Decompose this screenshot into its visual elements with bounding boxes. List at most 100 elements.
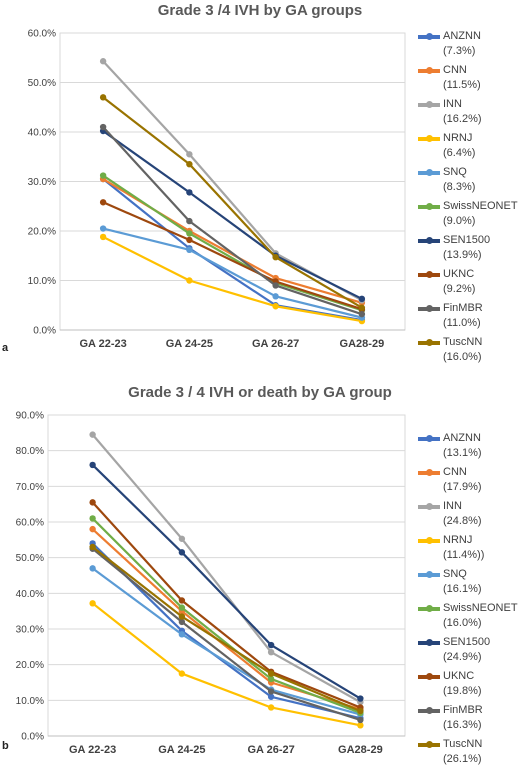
y-tick-label: 20.0% <box>16 660 44 671</box>
legend-item-nrnj: NRNJ (6.4%) <box>418 132 518 166</box>
legend-item-uknc: UKNC (19.8%) <box>418 670 518 704</box>
data-point-tuscnn <box>357 707 364 715</box>
legend-swatch <box>418 237 440 244</box>
legend-percent: (24.9%) <box>443 651 482 663</box>
series-line-snq <box>102 227 363 319</box>
legend-percent: (16.1%) <box>443 583 482 595</box>
legend-item-anznn: ANZNN (7.3%) <box>418 30 518 64</box>
series-line-snq <box>91 567 361 716</box>
legend-label: FinMBR <box>443 704 483 716</box>
legend-item-inn: INN (24.8%) <box>418 500 518 534</box>
legend-percent: (11.0%) <box>443 317 481 329</box>
legend-item-sen1500: SEN1500 (24.9%) <box>418 636 518 670</box>
legend-item-inn: INN (16.2%) <box>418 98 518 132</box>
legend-label: SNQ <box>443 568 467 580</box>
x-tick-label: GA 24-25 <box>166 338 213 350</box>
chart-panel-a: Grade 3 /4 IVH by GA groups 0.0% 10.0% 20.… <box>0 0 520 370</box>
legend-swatch <box>418 169 440 176</box>
series-line-uknc <box>91 501 361 709</box>
legend-swatch <box>418 639 440 646</box>
legend-item-swissneonet: SwissNEONET (16.0%) <box>418 602 518 636</box>
legend-swatch <box>418 707 440 714</box>
y-tick-label: 0.0% <box>21 732 44 743</box>
legend-percent: (9.0%) <box>443 215 476 227</box>
legend-percent: (8.3%) <box>443 181 476 193</box>
data-point-uknc <box>89 499 96 506</box>
data-point-sen1500 <box>186 189 193 196</box>
data-point-snq <box>99 225 107 232</box>
data-point-finmbr <box>267 688 275 695</box>
series-line-inn <box>102 60 363 302</box>
legend-label: SwissNEONET <box>443 200 518 212</box>
legend-percent: (24.8%) <box>443 515 482 527</box>
legend-swatch <box>418 67 440 74</box>
legend-swatch <box>418 135 440 142</box>
legend-swatch <box>418 271 440 278</box>
legend-swatch <box>418 339 440 346</box>
y-tick-label: 60.0% <box>16 518 44 529</box>
line-chart-a: 0.0% 10.0% 20.0% 30.0% 40.0% 50.0% 60.0% GA 22-… <box>28 29 406 350</box>
y-tick-label: 50.0% <box>28 78 56 89</box>
data-point-finmbr <box>99 123 107 131</box>
data-point-nrnj <box>178 670 186 677</box>
x-tick-label: GA 22-23 <box>69 744 116 756</box>
legend-label: SEN1500 <box>443 636 491 648</box>
data-point-nrnj <box>186 277 193 284</box>
legend-label: ANZNN <box>443 432 481 444</box>
chart-title-b: Grade 3 / 4 IVH or death by GA group <box>128 384 392 401</box>
data-point-tuscnn <box>272 254 279 261</box>
x-tick-label: GA 26-27 <box>247 744 294 756</box>
series-line-swissneonet <box>91 517 361 714</box>
legend-label: FinMBR <box>443 302 483 314</box>
panel-label-a: a <box>2 342 9 354</box>
y-tick-label: 10.0% <box>28 276 56 287</box>
data-point-sen1500 <box>267 641 275 649</box>
y-tick-label: 20.0% <box>28 227 56 238</box>
data-point-tuscnn <box>186 160 193 168</box>
legend-percent: (16.2%) <box>443 113 482 125</box>
x-tick-label: GA 26-27 <box>252 338 299 350</box>
data-point-snq <box>186 246 193 254</box>
data-point-tuscnn <box>99 94 107 101</box>
legend-swatch <box>418 503 440 510</box>
data-point-sen1500 <box>178 549 186 556</box>
data-point-nrnj <box>99 233 107 241</box>
data-point-inn <box>99 58 107 65</box>
data-point-snq <box>272 293 279 300</box>
legend-b: ANZNN (13.1%) CNN (17.9%) INN (24.8%) NRNJ (11.… <box>418 432 518 772</box>
legend-percent: (7.3%) <box>443 45 476 57</box>
data-point-inn <box>89 431 96 438</box>
line-chart-b: 0.0% 10.0% 20.0% 30.0% 40.0% 50.0% 60.0% 70.0% 8… <box>16 411 406 756</box>
legend-label: SwissNEONET <box>443 602 518 614</box>
y-tick-label: 60.0% <box>28 29 56 40</box>
data-point-swissneonet <box>89 515 96 522</box>
series-line-nrnj <box>102 235 363 323</box>
legend-swatch <box>418 571 440 578</box>
legend-swatch <box>418 203 440 210</box>
x-tick-label: GA 24-25 <box>158 744 205 756</box>
legend-swatch <box>418 435 440 442</box>
x-tick-label: GA 22-23 <box>79 338 126 350</box>
data-point-uknc <box>99 199 107 206</box>
data-point-inn <box>178 535 186 542</box>
chart-panel-b: Grade 3 / 4 IVH or death by GA group 0.0… <box>0 382 520 765</box>
legend-swatch <box>418 469 440 476</box>
y-tick-label: 40.0% <box>28 128 56 139</box>
legend-percent: (16.0%) <box>443 351 482 363</box>
legend-percent: (13.9%) <box>443 249 482 261</box>
data-point-uknc <box>186 236 193 244</box>
legend-percent: (9.2%) <box>443 283 476 295</box>
legend-item-finmbr: FinMBR (16.3%) <box>418 704 518 738</box>
legend-label: SNQ <box>443 166 467 178</box>
y-tick-label: 0.0% <box>33 326 56 337</box>
data-point-nrnj <box>267 704 275 711</box>
legend-label: ANZNN <box>443 30 481 42</box>
legend-item-cnn: CNN (17.9%) <box>418 466 518 500</box>
y-tick-label: 30.0% <box>16 625 44 636</box>
series-line-uknc <box>102 201 363 311</box>
legend-swatch <box>418 305 440 312</box>
legend-swatch <box>418 101 440 108</box>
series-line-sen1500 <box>91 464 361 700</box>
legend-percent: (19.8%) <box>443 685 482 697</box>
legend-swatch <box>418 33 440 40</box>
